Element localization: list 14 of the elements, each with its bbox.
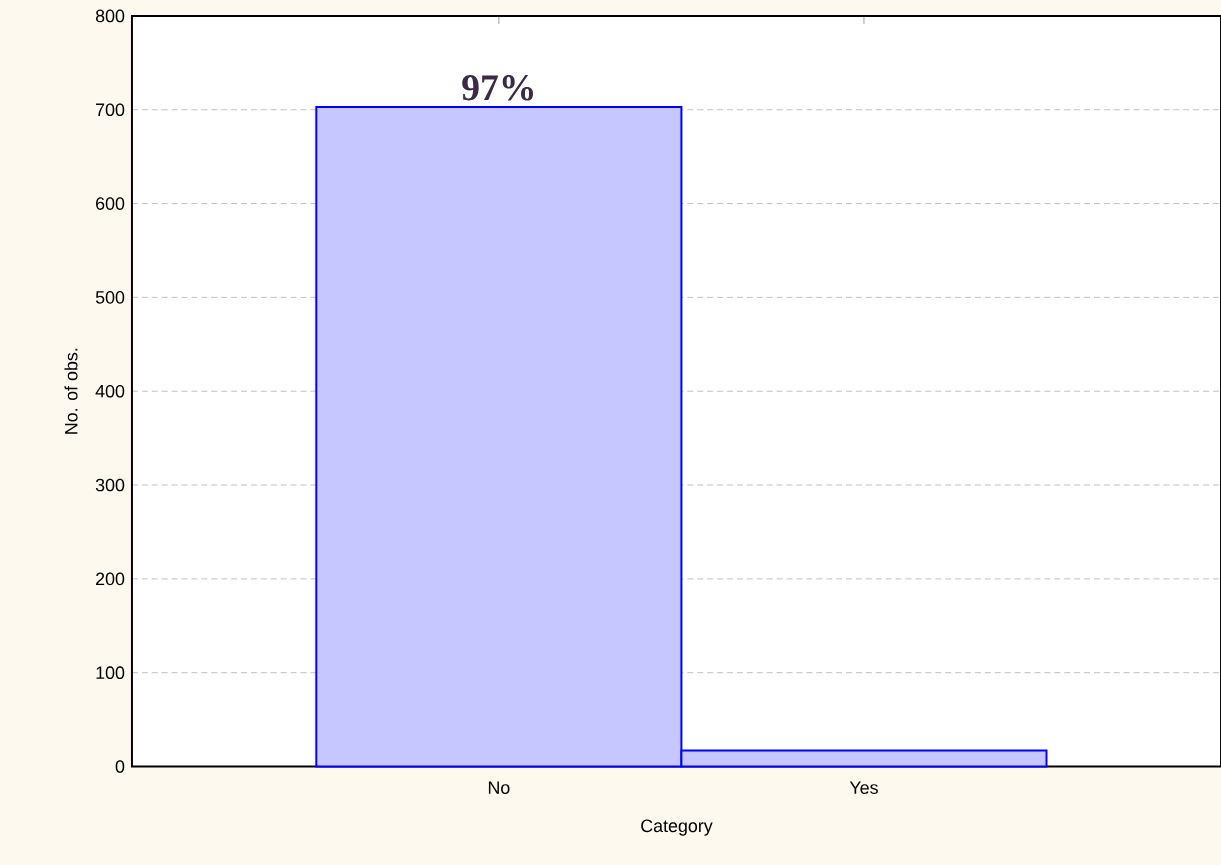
y-axis-title: No. of obs. bbox=[64, 348, 78, 434]
y-tick-label: 800 bbox=[95, 9, 125, 23]
y-tick-label: 100 bbox=[96, 666, 125, 679]
x-tick-label: Yes bbox=[849, 781, 878, 794]
y-tick-label: 300 bbox=[95, 478, 125, 492]
x-tick-label: No bbox=[488, 781, 510, 794]
y-tick-label: 500 bbox=[95, 291, 125, 304]
y-tick-label: 200 bbox=[96, 572, 125, 586]
y-tick-label: 400 bbox=[95, 384, 125, 398]
x-axis-title: Category bbox=[641, 819, 713, 836]
annotation: 97% bbox=[462, 74, 533, 101]
y-tick-label: 600 bbox=[96, 197, 125, 210]
y-tick-label: 700 bbox=[96, 103, 125, 117]
y-tick-label: 0 bbox=[115, 760, 125, 773]
